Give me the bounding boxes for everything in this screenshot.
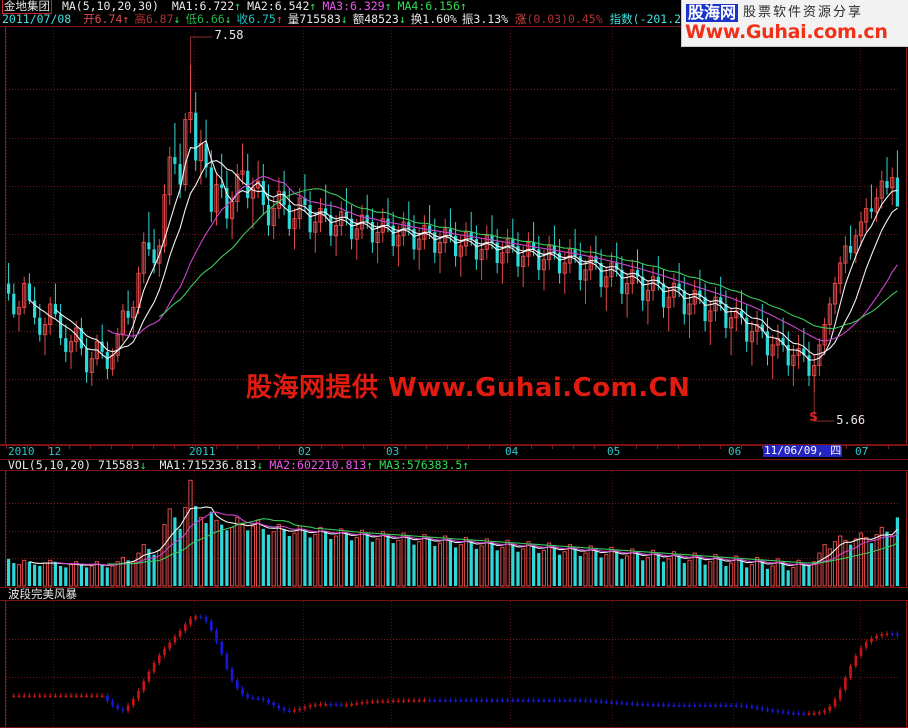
date-tick <box>153 445 154 449</box>
indicator-svg <box>6 601 906 727</box>
quote-values: 开6.74↑高6.87↓低6.66↓收6.75↑量715583↓额48523↓换… <box>78 12 508 26</box>
date-tick <box>342 445 343 449</box>
date-tick <box>846 445 847 449</box>
date-tick <box>279 445 280 449</box>
quote-3: 收6.75 <box>237 12 276 26</box>
vol-ma-values: MA1:715236.813↓MA2:602210.813↑MA3:576383… <box>153 458 469 472</box>
quote-arrow-5: ↓ <box>399 12 406 26</box>
date-tick <box>447 445 448 449</box>
date-tick <box>90 445 91 449</box>
vol-right-border <box>906 471 907 587</box>
header-quote-line: 2011/07/08 开6.74↑高6.87↓低6.66↓收6.75↑量7155… <box>2 13 736 26</box>
vol-ma-arrow-2: ↑ <box>366 458 373 472</box>
date-tick <box>6 445 7 449</box>
volume-header: VOL(5,10,20) 715583↓ MA1:715236.813↓MA2:… <box>8 459 469 472</box>
date-tick <box>552 445 553 449</box>
date-tick <box>237 445 238 449</box>
date-label[interactable]: 05 <box>607 446 620 458</box>
main-price-panel: 股海网提供 Www.Guhai.Com.CN <box>0 26 908 446</box>
indicator-header: 波段完美风暴 <box>8 588 77 601</box>
date-tick <box>384 445 385 449</box>
panel-right-border <box>906 27 907 445</box>
date-tick <box>657 445 658 449</box>
vol-current-arrow: ↓ <box>140 458 147 472</box>
brand-subtitle: 股票软件资源分享 <box>743 4 863 22</box>
volume-plot-area[interactable] <box>6 471 906 587</box>
brand-url: Www.Guhai.com.cn <box>685 22 888 43</box>
vol-current: 715583 <box>98 458 140 472</box>
quote-1: 高6.87 <box>134 12 173 26</box>
date-label[interactable]: 07 <box>855 446 868 458</box>
volume-panel <box>0 470 908 588</box>
center-watermark: 股海网提供 Www.Guhai.Com.CN <box>246 373 690 403</box>
brand-watermark: 股海网 股票软件资源分享 Www.Guhai.com.cn <box>681 0 908 47</box>
quote-arrow-4: ↓ <box>341 12 348 26</box>
quote-0: 开6.74 <box>83 12 122 26</box>
date-tick <box>594 445 595 449</box>
quote-arrow-1: ↓ <box>174 12 181 26</box>
date-label[interactable]: 06 <box>728 446 741 458</box>
volume-svg <box>6 471 906 587</box>
date-tick <box>699 445 700 449</box>
date-tick <box>174 445 175 449</box>
indicator-title: 波段完美风暴 <box>8 587 77 601</box>
date-tick <box>531 445 532 449</box>
date-tick <box>678 445 679 449</box>
quote-2: 低6.66 <box>185 12 224 26</box>
date-tick <box>405 445 406 449</box>
high-price-label: 7.58 <box>215 28 244 42</box>
low-price-label: 5.66 <box>836 413 865 427</box>
date-tick <box>258 445 259 449</box>
change-pct: 0.45% <box>568 12 603 26</box>
date-label[interactable]: 02 <box>298 446 311 458</box>
date-tick <box>720 445 721 449</box>
date-tick <box>888 445 889 449</box>
brand-logo: 股海网 <box>686 4 738 22</box>
date-label[interactable]: 2010 <box>8 446 35 458</box>
date-tick <box>111 445 112 449</box>
quote-date: 2011/07/08 <box>2 12 71 26</box>
quote-4: 量715583 <box>288 12 341 26</box>
date-label[interactable]: 03 <box>386 446 399 458</box>
vol-ma-3: MA3:576383.5 <box>379 458 462 472</box>
date-label[interactable]: 04 <box>505 446 518 458</box>
vol-title: VOL(5,10,20) <box>8 458 91 472</box>
quote-7: 振3.13% <box>462 12 508 26</box>
ind-right-border <box>906 601 907 727</box>
index-label: 指数 <box>610 12 633 26</box>
date-tick <box>426 445 427 449</box>
quote-arrow-3: ↑ <box>276 12 283 26</box>
date-tick <box>489 445 490 449</box>
date-tick <box>636 445 637 449</box>
vol-ma-2: MA2:602210.813 <box>269 458 366 472</box>
vol-ma-arrow-3: ↑ <box>462 458 469 472</box>
date-tick <box>216 445 217 449</box>
date-label[interactable]: 2011 <box>189 446 216 458</box>
date-tick <box>363 445 364 449</box>
date-tick <box>468 445 469 449</box>
date-tick <box>321 445 322 449</box>
date-tick <box>573 445 574 449</box>
quote-6: 换1.60% <box>411 12 457 26</box>
vol-ma-1: MA1:715236.813 <box>159 458 256 472</box>
brand-row: 股海网 股票软件资源分享 <box>686 4 863 22</box>
date-label-selected[interactable]: 11/06/09, 四 <box>763 445 842 457</box>
date-tick <box>132 445 133 449</box>
quote-arrow-0: ↑ <box>122 12 129 26</box>
date-tick <box>69 445 70 449</box>
quote-5: 额48523 <box>353 12 399 26</box>
sell-signal-marker: S <box>809 410 818 424</box>
indicator-plot-area[interactable] <box>6 601 906 727</box>
change-abs: (0.03) <box>526 12 568 26</box>
date-label[interactable]: 12 <box>48 446 61 458</box>
indicator-panel <box>0 600 908 728</box>
change-label: 涨 <box>515 12 527 26</box>
quote-arrow-2: ↓ <box>225 12 232 26</box>
vol-ma-arrow-1: ↓ <box>256 458 263 472</box>
